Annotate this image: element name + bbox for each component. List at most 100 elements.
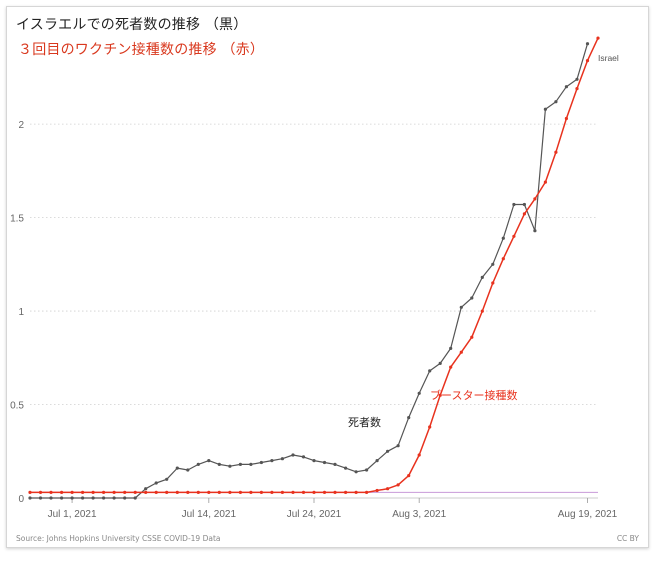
x-tick-label: Aug 19, 2021	[558, 509, 618, 520]
point-boosters	[480, 309, 484, 313]
chart-title-boosters: ３回目のワクチン接種数の推移 （赤）	[18, 42, 265, 58]
license-note: CC BY	[616, 534, 639, 543]
point-boosters	[333, 490, 337, 494]
point-boosters	[123, 490, 127, 494]
point-boosters	[270, 490, 274, 494]
point-deaths	[186, 468, 190, 472]
point-boosters	[417, 453, 421, 457]
point-boosters	[249, 490, 253, 494]
point-deaths	[154, 481, 158, 485]
point-boosters	[491, 281, 495, 285]
point-deaths	[449, 346, 453, 350]
point-deaths	[585, 42, 590, 46]
point-deaths	[417, 391, 421, 395]
point-deaths	[512, 202, 516, 207]
point-deaths	[217, 462, 221, 466]
point-boosters	[438, 393, 442, 397]
point-deaths	[407, 416, 411, 420]
annotation-deaths: 死者数	[348, 416, 381, 429]
point-deaths	[28, 496, 32, 500]
y-tick-label: 0.5	[10, 401, 24, 412]
point-boosters	[133, 490, 137, 494]
point-boosters	[154, 490, 158, 494]
y-tick-label: 1	[18, 307, 24, 318]
point-boosters	[396, 483, 400, 487]
point-deaths	[365, 468, 369, 472]
point-deaths	[575, 77, 579, 81]
point-boosters	[112, 490, 116, 494]
point-deaths	[249, 462, 253, 466]
x-tick-label: Jul 1, 2021	[48, 509, 97, 520]
point-deaths	[491, 262, 495, 266]
point-deaths	[81, 496, 85, 500]
point-boosters	[70, 490, 74, 494]
point-boosters	[81, 490, 85, 494]
point-deaths	[144, 487, 148, 491]
chart-title-deaths: イスラエルでの死者数の推移 （黒）	[16, 17, 248, 33]
point-boosters	[60, 490, 64, 494]
point-boosters	[312, 490, 316, 494]
point-boosters	[291, 490, 295, 494]
point-boosters	[564, 116, 569, 121]
chart-card	[6, 6, 649, 548]
x-tick-label: Jul 14, 2021	[182, 509, 237, 520]
point-boosters	[49, 490, 53, 494]
point-boosters	[280, 490, 284, 494]
point-boosters	[365, 490, 369, 494]
point-deaths	[123, 496, 127, 500]
point-deaths	[501, 236, 505, 240]
annotation-country: Israel	[598, 53, 619, 63]
point-boosters	[144, 490, 148, 494]
point-deaths	[470, 296, 474, 300]
point-deaths	[280, 457, 284, 461]
series-line-deaths	[30, 43, 589, 499]
point-deaths	[480, 275, 484, 279]
point-boosters	[585, 59, 590, 63]
point-deaths	[112, 496, 116, 500]
point-deaths	[228, 464, 232, 468]
point-boosters	[175, 490, 179, 494]
point-boosters	[354, 490, 358, 494]
point-deaths	[522, 202, 527, 207]
point-deaths	[165, 477, 169, 481]
point-deaths	[386, 449, 390, 453]
x-tick-label: Aug 3, 2021	[392, 509, 446, 520]
point-boosters	[28, 490, 32, 494]
point-boosters	[186, 490, 190, 494]
point-boosters	[459, 350, 463, 354]
y-tick-label: 1.5	[10, 214, 24, 225]
point-deaths	[70, 496, 74, 500]
point-deaths	[354, 470, 358, 474]
point-deaths	[175, 466, 179, 470]
point-boosters	[91, 490, 95, 494]
point-boosters	[38, 490, 43, 494]
point-deaths	[312, 459, 316, 463]
point-deaths	[533, 229, 537, 233]
point-boosters	[543, 180, 548, 184]
point-boosters	[596, 36, 600, 40]
series-line-boosters	[30, 37, 599, 494]
point-deaths	[259, 460, 263, 465]
y-tick-label: 0	[18, 494, 24, 505]
point-boosters	[575, 87, 579, 91]
point-boosters	[165, 490, 169, 494]
point-boosters	[512, 234, 516, 238]
point-boosters	[501, 257, 505, 261]
point-boosters	[470, 335, 474, 339]
point-deaths	[301, 455, 306, 459]
point-deaths	[291, 453, 295, 457]
point-boosters	[375, 488, 379, 493]
point-deaths	[396, 444, 400, 448]
point-deaths	[49, 496, 53, 500]
point-boosters	[344, 490, 348, 494]
point-deaths	[438, 361, 442, 365]
point-deaths	[91, 496, 95, 500]
point-boosters	[554, 150, 558, 154]
point-boosters	[386, 487, 390, 491]
point-boosters	[207, 490, 211, 494]
point-deaths	[459, 305, 463, 309]
point-boosters	[449, 365, 453, 369]
point-deaths	[196, 462, 200, 466]
point-deaths	[344, 466, 348, 470]
point-deaths	[564, 85, 569, 89]
